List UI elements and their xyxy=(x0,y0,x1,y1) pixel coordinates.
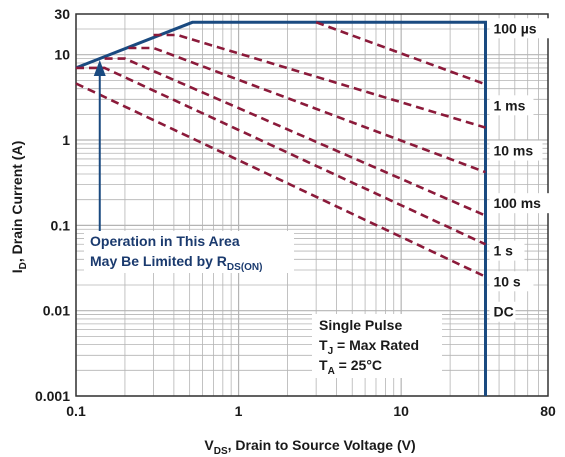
series-10-ms xyxy=(153,33,486,129)
y-tick-label: 0.001 xyxy=(35,388,70,404)
x-tick-labels: 0.1 1 10 80 xyxy=(66,403,556,419)
series-layer xyxy=(75,20,487,396)
y-tick-label: 30 xyxy=(54,6,70,22)
x-tick-label: 10 xyxy=(393,403,409,419)
limit-annotation-line-2: May Be Limited by RDS(ON) xyxy=(90,253,262,273)
series-1-ms xyxy=(315,21,486,86)
x-tick-label: 0.1 xyxy=(66,403,86,419)
limit-annotation-line-2-sub: DS(ON) xyxy=(227,262,263,273)
conditions-note-line-3-main: T xyxy=(319,357,328,373)
curve-label: 1 s xyxy=(493,243,513,259)
y-axis-title: ID, Drain Current (A) xyxy=(9,141,29,273)
y-axis-title-sub: D xyxy=(18,262,29,269)
series-dc xyxy=(75,82,487,278)
conditions-note-line-2: TJ = Max Rated xyxy=(319,337,419,357)
series-100-ms xyxy=(128,46,486,174)
curve-label: 1 ms xyxy=(493,97,525,113)
series-1-s xyxy=(104,57,487,217)
curve-label: 10 s xyxy=(493,273,520,289)
y-axis-title-main: I xyxy=(9,269,25,273)
curve-labels: 100 µs 1 ms 10 ms 100 ms 1 s 10 s DC xyxy=(489,18,552,322)
curve-label-background xyxy=(489,240,525,261)
curve-label-background xyxy=(489,193,552,214)
x-axis-title-sub: DS xyxy=(214,446,228,457)
conditions-note-background xyxy=(312,314,442,378)
y-tick-labels: 0.001 0.01 0.1 1 10 30 xyxy=(35,6,70,404)
x-tick-label: 1 xyxy=(235,403,243,419)
limit-annotation-line-2-main: May Be Limited by R xyxy=(90,253,227,269)
curve-label-background xyxy=(489,18,552,39)
conditions-note-line-3-sub: A xyxy=(328,366,335,377)
conditions-note-line-2-rest: = Max Rated xyxy=(333,337,419,353)
conditions-note-line-3-rest: = 25°C xyxy=(335,357,382,373)
series-100-s xyxy=(75,20,487,396)
curve-label-background xyxy=(489,271,534,292)
y-tick-label: 10 xyxy=(54,47,70,63)
curve-label: 10 ms xyxy=(493,143,533,159)
rds-on-limit-arrowhead xyxy=(93,60,106,76)
series-10-s xyxy=(76,66,487,246)
y-tick-label: 0.01 xyxy=(43,303,70,319)
conditions-note-line-3: TA = 25°C xyxy=(319,357,382,377)
x-axis-title-rest: , Drain to Source Voltage (V) xyxy=(228,437,416,453)
conditions-note-line-2-sub: J xyxy=(328,346,334,357)
x-axis-title-main: V xyxy=(204,437,214,453)
curve-label: DC xyxy=(493,304,513,320)
y-tick-label: 1 xyxy=(62,132,70,148)
conditions-note-line-1: Single Pulse xyxy=(319,317,402,333)
curve-label-background xyxy=(489,140,543,161)
conditions-note-line-2-main: T xyxy=(319,337,328,353)
curve-label: 100 ms xyxy=(493,195,541,211)
limit-annotation-background xyxy=(84,231,294,273)
limit-annotation-line-1: Operation in This Area xyxy=(90,233,240,249)
x-tick-label: 80 xyxy=(540,403,556,419)
x-axis-title: VDS, Drain to Source Voltage (V) xyxy=(204,437,415,457)
curve-label-background xyxy=(489,301,516,322)
y-axis-title-rest: , Drain Current (A) xyxy=(9,141,25,262)
y-tick-label: 0.1 xyxy=(51,217,71,233)
curve-label-background xyxy=(489,95,534,116)
curve-label: 100 µs xyxy=(493,20,536,36)
